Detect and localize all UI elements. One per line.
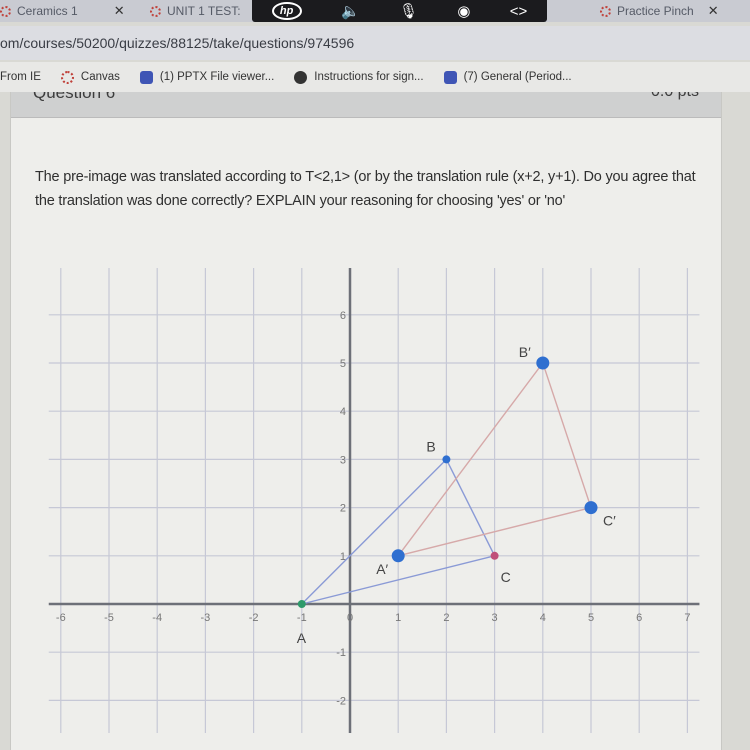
image-point-label: B′ [519, 344, 531, 360]
y-tick-label: 3 [340, 454, 346, 466]
x-tick-label: -5 [104, 612, 114, 624]
question-header: Question 6 0.0 pts [11, 92, 721, 118]
code-icon[interactable]: <> [509, 2, 528, 20]
bookmark-from-ie[interactable]: From IE [0, 71, 41, 83]
hp-overlay-toolbar: hp 🔈 🎙 ◉ <> [252, 0, 547, 22]
teams-icon [443, 70, 457, 84]
tab-ceramics[interactable]: Ceramics 1 ✕ [0, 0, 125, 22]
x-tick-label: 1 [395, 612, 401, 624]
x-tick-label: -2 [249, 612, 259, 624]
x-tick-label: -4 [152, 612, 162, 624]
x-tick-label: 5 [588, 612, 594, 624]
preimage-point-label: A [297, 630, 307, 646]
image-point [391, 549, 405, 563]
bookmark-general[interactable]: (7) General (Period... [443, 70, 572, 84]
preimage-triangle [299, 458, 496, 606]
bookmark-label: Instructions for sign... [314, 71, 424, 83]
question-text: The pre-image was translated according t… [35, 169, 696, 209]
bookmark-label: (1) PPTX File viewer... [159, 71, 275, 83]
tab-practice-pinch[interactable]: Practice Pinch ✕ [600, 0, 719, 22]
y-tick-label: 2 [340, 503, 346, 515]
image-point-label: C′ [603, 513, 616, 529]
x-tick-label: 0 [347, 612, 353, 624]
canvas-icon [60, 70, 74, 84]
hp-logo: hp [271, 2, 302, 20]
speaker-icon[interactable]: 🔈 [340, 3, 360, 20]
address-bar[interactable]: om/courses/50200/quizzes/88125/take/ques… [0, 26, 750, 60]
image-point-label: A′ [376, 561, 388, 577]
image-point [584, 501, 598, 515]
preimage-point [297, 600, 306, 608]
close-tab-icon[interactable]: ✕ [113, 3, 125, 18]
bookmark-label: Canvas [80, 71, 120, 83]
x-tick-label: -1 [297, 612, 307, 624]
bookmark-canvas[interactable]: Canvas [60, 70, 120, 84]
teams-icon [139, 70, 153, 84]
url-text[interactable]: om/courses/50200/quizzes/88125/take/ques… [0, 35, 355, 51]
bookmark-pptx-viewer[interactable]: (1) PPTX File viewer... [139, 70, 275, 84]
y-tick-label: -1 [336, 647, 346, 659]
y-tick-label: 6 [340, 310, 346, 322]
x-tick-label: 6 [636, 612, 642, 624]
y-tick-label: 5 [340, 358, 346, 370]
x-tick-label: 7 [684, 612, 690, 624]
close-tab-icon[interactable]: ✕ [707, 3, 719, 18]
preimage-point-label: C [501, 569, 511, 585]
canvas-icon [150, 5, 161, 17]
tab-label: Practice Pinch [617, 4, 694, 18]
image-triangle [396, 361, 592, 557]
question-title: Question 6 [33, 92, 116, 102]
preimage-point-label: B [426, 438, 435, 454]
x-tick-label: -3 [201, 612, 211, 624]
globe-icon [294, 70, 308, 84]
bookmark-instructions[interactable]: Instructions for sign... [294, 70, 424, 84]
microphone-icon[interactable]: 🎙 [399, 3, 419, 20]
question-points: 0.0 pts [651, 92, 699, 101]
x-tick-label: -6 [56, 612, 66, 624]
canvas-icon [0, 5, 11, 17]
quiz-question-panel: Question 6 0.0 pts The pre-image was tra… [10, 92, 722, 750]
y-tick-label: 4 [340, 406, 346, 418]
tab-unit-test[interactable]: UNIT 1 TEST: [150, 0, 241, 22]
preimage-point [442, 455, 451, 464]
y-tick-label: 1 [340, 551, 346, 563]
x-tick-label: 3 [492, 612, 498, 624]
x-tick-label: 4 [540, 612, 546, 624]
tab-label: Ceramics 1 [17, 4, 78, 18]
bookmark-label: From IE [0, 71, 41, 83]
bookmark-label: (7) General (Period... [463, 71, 572, 83]
x-tick-label: 2 [443, 612, 449, 624]
canvas-icon [600, 5, 611, 17]
broadcast-icon[interactable]: ◉ [457, 3, 471, 20]
tab-label: UNIT 1 TEST: [167, 4, 241, 18]
y-tick-label: -2 [336, 695, 346, 707]
image-point [536, 356, 550, 370]
preimage-point [490, 551, 499, 560]
bookmarks-bar: From IE Canvas (1) PPTX File viewer... I… [0, 62, 750, 92]
